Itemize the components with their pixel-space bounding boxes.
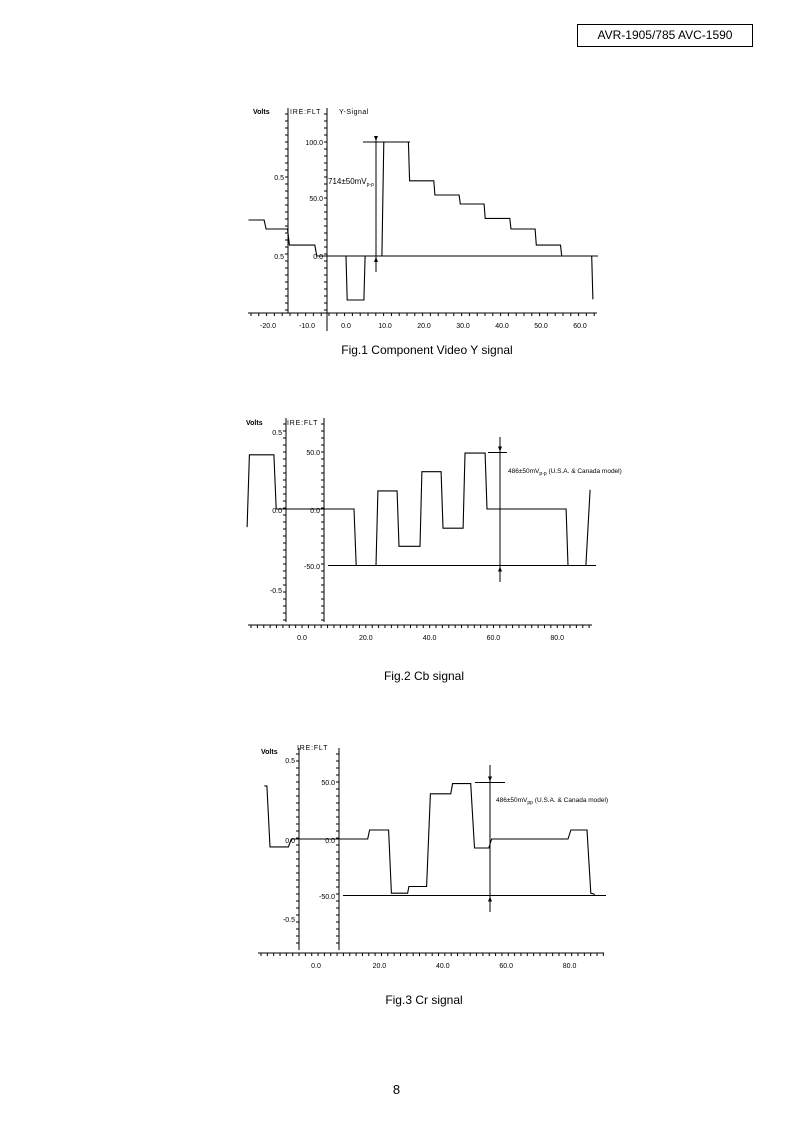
ire-tick-label: 0.0 — [313, 254, 323, 261]
model-header-box: AVR-1905/785 AVC-1590 — [577, 24, 753, 47]
annotation-subscript: p-p — [367, 182, 374, 188]
ire-tick-label: 100.0 — [305, 140, 323, 147]
fig2-caption: Fig.2 Cb signal — [383, 669, 465, 683]
x-tick-label: 40.0 — [423, 635, 437, 642]
volts-tick-label: -0.5 — [283, 917, 295, 924]
amplitude-annotation: 714±50mVp-p — [328, 177, 374, 188]
volts-label: Volts — [246, 420, 263, 427]
volts-label: Volts — [261, 749, 278, 756]
waveform-trace — [246, 452, 591, 567]
volts-label: Volts — [253, 109, 270, 116]
waveform-trace — [264, 783, 596, 895]
arrow-down-icon — [488, 776, 492, 782]
x-tick-label: 10.0 — [378, 323, 392, 330]
x-tick-label: 40.0 — [436, 963, 450, 970]
x-tick-label: 40.0 — [495, 323, 509, 330]
annotation-subscript: p-p — [539, 471, 546, 477]
volts-tick-label: 0.5 — [272, 430, 282, 437]
page-number: 8 — [392, 1082, 401, 1097]
annotation-note: (U.S.A. & Canada model) — [547, 468, 622, 475]
volts-tick-label: 0.0 — [272, 508, 282, 515]
annotation-value: 714±50mV — [328, 177, 367, 186]
annotation-subscript: pp — [527, 800, 533, 806]
volts-tick-label: 0.5 — [274, 175, 284, 182]
ire-tick-label: 50.0 — [309, 196, 323, 203]
ire-label: IRE:FLT — [297, 745, 328, 752]
x-tick-label: 30.0 — [456, 323, 470, 330]
arrow-down-icon — [498, 446, 502, 452]
x-tick-label: 60.0 — [499, 963, 513, 970]
volts-tick-label: 0.5 — [274, 254, 284, 261]
ire-tick-label: 0.0 — [310, 508, 320, 515]
arrow-up-icon — [374, 257, 378, 262]
x-tick-label: 0.0 — [297, 635, 307, 642]
ire-label: IRE:FLT — [290, 109, 321, 116]
x-tick-label: 50.0 — [534, 323, 548, 330]
x-tick-label: -20.0 — [260, 323, 276, 330]
x-tick-label: 20.0 — [417, 323, 431, 330]
ire-tick-label: 0.0 — [325, 838, 335, 845]
x-tick-label: 0.0 — [341, 323, 351, 330]
volts-tick-label: -0.5 — [270, 588, 282, 595]
signal-label: Y-Signal — [339, 109, 369, 116]
fig3-caption: Fig.3 Cr signal — [385, 993, 463, 1007]
arrow-down-icon — [374, 136, 378, 141]
amplitude-annotation: 486±50mVp-p (U.S.A. & Canada model) — [508, 468, 622, 477]
annotation-value: 486±50mV — [496, 797, 528, 804]
volts-tick-label: 0.5 — [285, 758, 295, 765]
x-tick-label: 80.0 — [550, 635, 564, 642]
x-tick-label: 80.0 — [563, 963, 577, 970]
annotation-value: 486±50mV — [508, 468, 540, 475]
arrow-up-icon — [498, 566, 502, 572]
ire-label: IRE:FLT — [287, 420, 318, 427]
x-tick-label: 60.0 — [573, 323, 587, 330]
x-tick-label: 60.0 — [487, 635, 501, 642]
ire-tick-label: -50.0 — [319, 894, 335, 901]
arrow-up-icon — [488, 896, 492, 902]
ire-tick-label: 50.0 — [321, 780, 335, 787]
x-tick-label: 20.0 — [373, 963, 387, 970]
x-tick-label: -10.0 — [299, 323, 315, 330]
x-tick-label: 0.0 — [311, 963, 321, 970]
ire-tick-label: -50.0 — [304, 564, 320, 571]
annotation-note: (U.S.A. & Canada model) — [533, 797, 608, 804]
x-tick-label: 20.0 — [359, 635, 373, 642]
waveform-trace — [248, 141, 594, 301]
amplitude-annotation: 486±50mVpp (U.S.A. & Canada model) — [496, 797, 608, 806]
ire-tick-label: 50.0 — [306, 450, 320, 457]
fig1-caption: Fig.1 Component Video Y signal — [341, 343, 513, 357]
